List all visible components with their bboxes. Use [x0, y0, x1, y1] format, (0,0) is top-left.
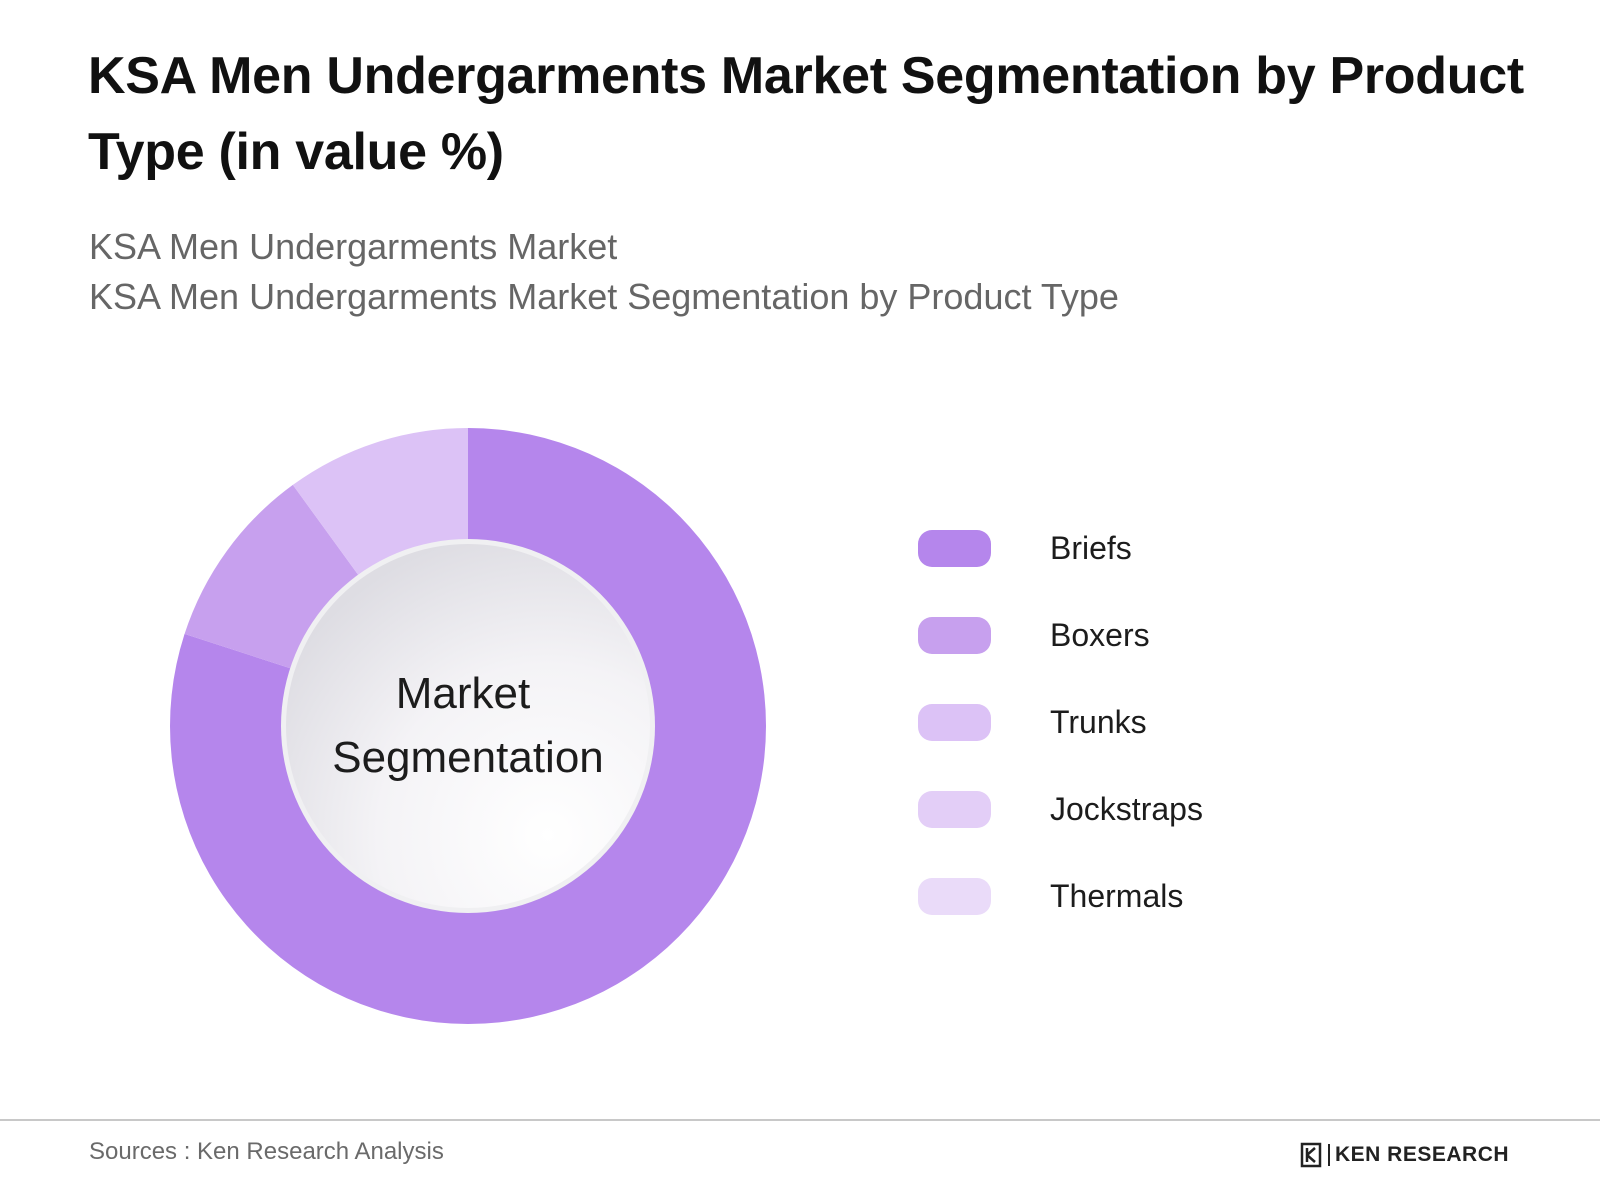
source-note: Sources : Ken Research Analysis: [89, 1138, 444, 1165]
legend-swatch: [918, 878, 991, 915]
subtitle-line: KSA Men Undergarments Market Segmentatio…: [89, 276, 1119, 317]
legend-label: Briefs: [1050, 530, 1132, 566]
brand-logo: KEN RESEARCH: [1300, 1140, 1509, 1170]
subtitle-line: KSA Men Undergarments Market: [89, 226, 618, 267]
legend-swatch: [918, 791, 991, 828]
legend-swatch: [918, 530, 991, 567]
chart-subtitle: KSA Men Undergarments Market KSA Men Und…: [89, 222, 1119, 322]
donut-slice-trunks: [292, 428, 468, 579]
donut-center: [286, 544, 650, 908]
legend-label: Thermals: [1050, 878, 1184, 914]
legend-label: Jockstraps: [1050, 791, 1203, 827]
ken-research-logo-icon: [1300, 1142, 1322, 1168]
donut-slices: [169, 428, 767, 1024]
legend-swatch: [918, 617, 991, 654]
chart-title: KSA Men Undergarments Market Segmentatio…: [88, 47, 1524, 181]
legend-label: Boxers: [1050, 617, 1150, 653]
legend-swatch: [918, 704, 991, 741]
brand-name: KEN RESEARCH: [1328, 1144, 1509, 1166]
legend-label: Trunks: [1050, 704, 1147, 740]
footer-divider: [0, 1119, 1600, 1121]
center-label-line-1: Market: [396, 669, 530, 718]
center-label-line-2: Segmentation: [332, 733, 604, 782]
donut-slice-briefs: [169, 428, 767, 1024]
